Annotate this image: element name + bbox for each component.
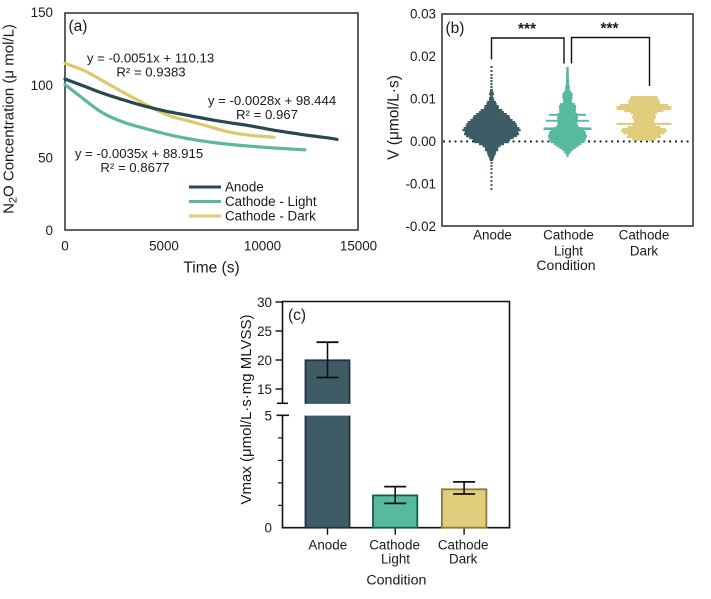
svg-text:15000: 15000 [340, 239, 377, 254]
svg-text:5: 5 [265, 408, 272, 423]
svg-text:R² = 0.967: R² = 0.967 [236, 107, 298, 122]
svg-text:-0.01: -0.01 [405, 177, 436, 192]
svg-text:Anode: Anode [308, 538, 347, 553]
svg-text:Cathode - Dark: Cathode - Dark [225, 209, 316, 224]
svg-text:0: 0 [265, 521, 272, 536]
svg-text:Condition: Condition [536, 257, 595, 273]
svg-text:0.00: 0.00 [410, 134, 436, 149]
svg-text:30: 30 [257, 295, 272, 310]
svg-text:Time (s): Time (s) [183, 260, 239, 277]
svg-text:N2O Concentration (μ mol/L): N2O Concentration (μ mol/L) [1, 24, 20, 214]
svg-text:V (μmol/L·s): V (μmol/L·s) [386, 75, 403, 160]
svg-text:R² = 0.8677: R² = 0.8677 [100, 160, 169, 175]
svg-text:Cathode: Cathode [619, 228, 670, 243]
svg-text:100: 100 [31, 78, 53, 93]
svg-text:0: 0 [61, 239, 68, 254]
svg-text:***: *** [518, 21, 537, 38]
svg-text:Condition: Condition [366, 573, 426, 589]
svg-text:10000: 10000 [244, 239, 281, 254]
svg-text:20: 20 [257, 353, 272, 368]
svg-text:Cathode: Cathode [543, 228, 594, 243]
svg-text:Light: Light [381, 552, 410, 567]
svg-text:y = -0.0051x + 110.13: y = -0.0051x + 110.13 [87, 51, 214, 66]
svg-text:Cathode: Cathode [369, 538, 420, 553]
svg-text:***: *** [600, 21, 619, 38]
svg-text:Anode: Anode [225, 180, 264, 195]
svg-text:y = -0.0035x + 88.915: y = -0.0035x + 88.915 [75, 146, 203, 161]
svg-text:Light: Light [554, 243, 583, 258]
svg-text:R² = 0.9383: R² = 0.9383 [116, 65, 185, 80]
svg-text:y = -0.0028x + 98.444: y = -0.0028x + 98.444 [208, 93, 336, 108]
svg-text:0.02: 0.02 [410, 49, 436, 64]
svg-text:(a): (a) [69, 18, 88, 35]
svg-text:Anode: Anode [473, 228, 512, 243]
svg-text:Dark: Dark [449, 552, 478, 567]
svg-text:25: 25 [257, 324, 272, 339]
svg-text:Cathode - Light: Cathode - Light [225, 194, 317, 209]
svg-text:Dark: Dark [630, 243, 659, 258]
svg-text:50: 50 [38, 151, 53, 166]
svg-text:0.01: 0.01 [410, 92, 436, 107]
svg-text:0.03: 0.03 [410, 7, 436, 22]
svg-text:(c): (c) [288, 307, 306, 324]
svg-text:Vmax (μmol/L·s·mg MLVSS): Vmax (μmol/L·s·mg MLVSS) [238, 314, 255, 504]
svg-text:15: 15 [257, 382, 272, 397]
svg-text:5000: 5000 [149, 239, 179, 254]
svg-text:Cathode: Cathode [438, 538, 489, 553]
svg-text:-0.02: -0.02 [405, 219, 436, 234]
svg-text:(b): (b) [446, 20, 465, 37]
svg-text:150: 150 [31, 5, 53, 20]
svg-text:0: 0 [46, 223, 53, 238]
